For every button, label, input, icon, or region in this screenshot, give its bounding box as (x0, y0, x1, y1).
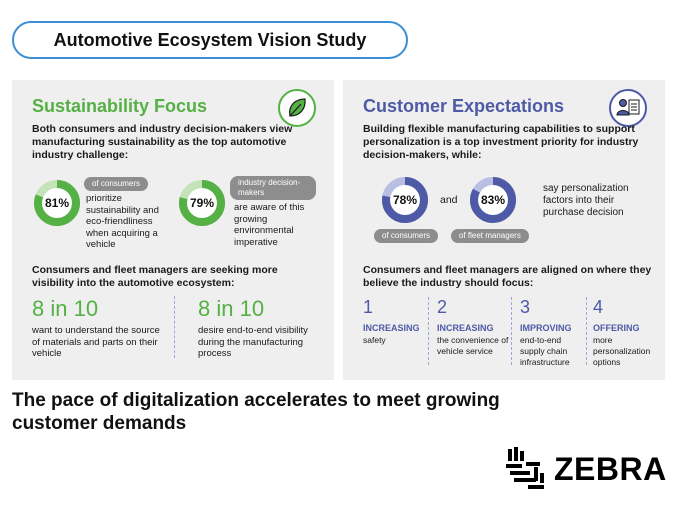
stat-81-desc: prioritize sustainability and eco-friend… (86, 193, 159, 250)
sustainability-panel: Sustainability Focus Both consumers and … (12, 80, 334, 380)
focus-3-desc: end-to-end supply chain infrastructure (520, 335, 570, 367)
sustainability-intro: Both consumers and industry decision-mak… (32, 123, 293, 161)
of-consumers-tag: of consumers (84, 177, 149, 191)
focus-3-head: IMPROVING (520, 323, 572, 333)
zebra-wordmark: ZEBRA (554, 450, 667, 487)
personalization-desc: say personalization factors into their p… (543, 183, 629, 218)
of-fleet-managers-tag: of fleet managers (451, 229, 529, 243)
big-stat-2-desc: desire end-to-end visibility during the … (198, 325, 308, 359)
sustainability-title: Sustainability Focus (32, 96, 208, 116)
ring-79-chart (179, 180, 225, 226)
focus-2-head: INCREASING (437, 323, 494, 333)
ring-81-chart (34, 180, 80, 226)
stat-83-value: 83% (480, 193, 506, 207)
headline: The pace of digitalization accelerates t… (12, 390, 500, 434)
focus-1-head: INCREASING (363, 323, 420, 333)
page-title: Automotive Ecosystem Vision Study (12, 21, 408, 59)
ring-83-chart (470, 177, 516, 223)
customer-expectations-panel: Customer Expectations Building flexible … (343, 80, 665, 380)
and-connector: and (440, 194, 458, 206)
stat-79-desc: are aware of this growing environmental … (234, 202, 305, 248)
focus-4-number: 4 (593, 297, 604, 317)
stat-79-value: 79% (189, 196, 215, 210)
stat-78-value: 78% (392, 193, 418, 207)
ring-78-chart (382, 177, 428, 223)
focus-2-desc: the convenience of vehicle service (437, 335, 509, 356)
focus-2-number: 2 (437, 297, 448, 317)
leaf-icon (278, 89, 316, 127)
of-consumers-tag-right: of consumers (374, 229, 439, 243)
focus-4-desc: more personalization options (593, 335, 651, 367)
stat-81-value: 81% (44, 196, 70, 210)
zebra-logo: ZEBRA (504, 443, 667, 495)
focus-1-desc: safety (363, 335, 386, 345)
big-stat-2: 8 in 10 (198, 296, 265, 321)
customer-expectations-title: Customer Expectations (363, 96, 565, 116)
divider (511, 297, 512, 365)
divider (428, 297, 429, 365)
focus-3-number: 3 (520, 297, 531, 317)
divider (586, 297, 587, 365)
focus-4-head: OFFERING (593, 323, 640, 333)
visibility-heading: Consumers and fleet managers are seeking… (32, 264, 278, 289)
big-stat-1-desc: want to understand the source of materia… (32, 325, 160, 359)
zebra-head-icon (506, 447, 544, 489)
decision-makers-tag: industry decision-makers (230, 176, 316, 200)
big-stat-1: 8 in 10 (32, 296, 99, 321)
focus-1-number: 1 (363, 297, 374, 317)
divider (174, 296, 175, 358)
focus-heading: Consumers and fleet managers are aligned… (363, 264, 652, 289)
person-checklist-icon (609, 89, 647, 127)
customer-intro: Building flexible manufacturing capabili… (363, 123, 639, 161)
